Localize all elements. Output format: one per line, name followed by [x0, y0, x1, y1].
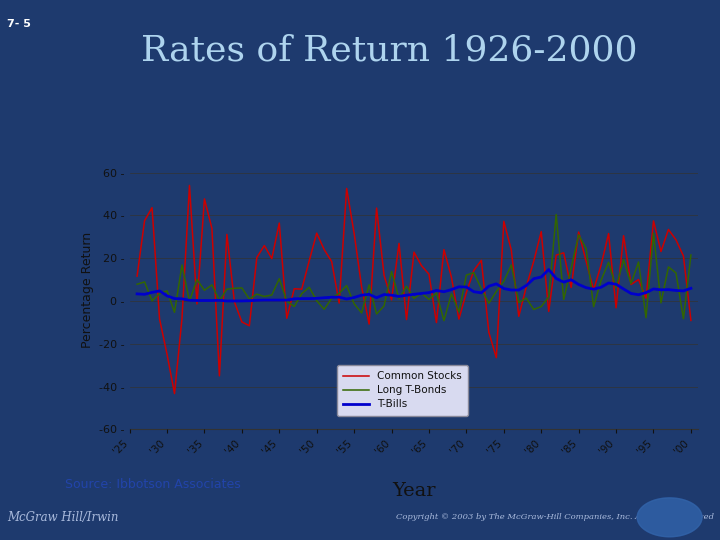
Common Stocks [582, 258, 590, 265]
T-Bills [567, 276, 575, 283]
T-Bills [132, 291, 141, 297]
X-axis label: Year: Year [392, 482, 436, 500]
Long T-Bonds [440, 318, 449, 324]
Common Stocks [193, 301, 202, 307]
Long T-Bonds [567, 265, 575, 271]
Text: McGraw Hill/Irwin: McGraw Hill/Irwin [7, 510, 119, 524]
Long T-Bonds [178, 262, 186, 268]
Long T-Bonds [589, 303, 598, 310]
Common Stocks [589, 287, 598, 293]
Text: 7- 5: 7- 5 [7, 19, 31, 29]
Common Stocks [567, 284, 575, 291]
Polygon shape [637, 498, 702, 537]
Long T-Bonds [132, 281, 141, 287]
T-Bills [589, 286, 598, 293]
Common Stocks [185, 182, 194, 188]
Text: Copyright © 2003 by The McGraw-Hill Companies, Inc. All rights reserved: Copyright © 2003 by The McGraw-Hill Comp… [396, 513, 714, 521]
T-Bills [582, 285, 590, 291]
Long T-Bonds [582, 245, 590, 252]
T-Bills [642, 289, 650, 296]
Line: Common Stocks: Common Stocks [137, 185, 691, 394]
Long T-Bonds [604, 259, 613, 266]
Long T-Bonds [687, 252, 696, 258]
Common Stocks [132, 273, 141, 279]
T-Bills [178, 295, 186, 302]
Common Stocks [604, 231, 613, 237]
Text: Rates of Return 1926-2000: Rates of Return 1926-2000 [140, 33, 637, 68]
Common Stocks [170, 390, 179, 397]
Polygon shape [637, 498, 702, 537]
Line: Long T-Bonds: Long T-Bonds [137, 214, 691, 321]
T-Bills [604, 280, 613, 286]
Common Stocks [687, 317, 696, 323]
Legend: Common Stocks, Long T-Bonds, T-Bills: Common Stocks, Long T-Bonds, T-Bills [337, 365, 469, 416]
Long T-Bonds [552, 211, 560, 218]
Y-axis label: Percentage Return: Percentage Return [81, 232, 94, 348]
Line: T-Bills: T-Bills [137, 269, 691, 301]
Text: Source: Ibbotson Associates: Source: Ibbotson Associates [65, 478, 240, 491]
Long T-Bonds [642, 314, 650, 321]
Common Stocks [642, 295, 650, 301]
T-Bills [544, 266, 553, 273]
T-Bills [687, 285, 696, 292]
T-Bills [222, 298, 231, 304]
